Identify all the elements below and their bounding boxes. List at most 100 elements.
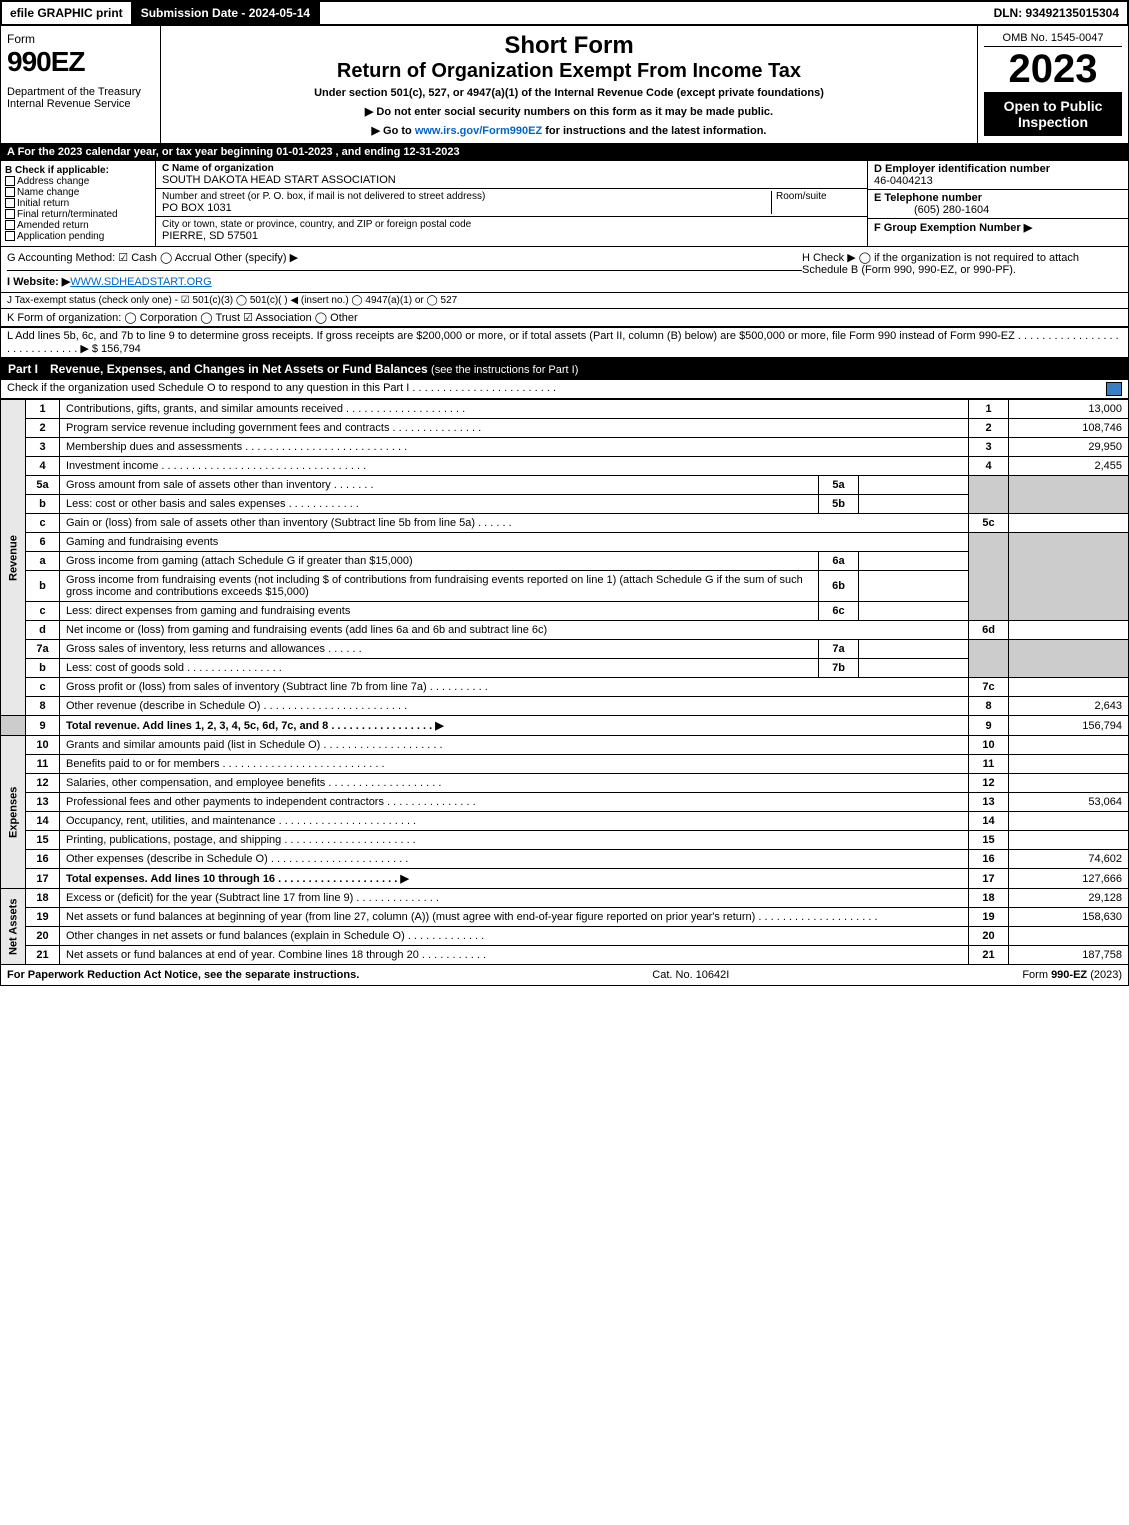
side-expenses: Expenses [1,736,26,889]
omb: OMB No. 1545-0047 [984,32,1122,47]
f-label: F Group Exemption Number ▶ [874,222,1032,234]
side-revenue: Revenue [1,400,26,716]
row5a-mini: 5a [819,476,859,495]
h-text: H Check ▶ ◯ if the organization is not r… [802,251,1122,288]
row6b-mini: 6b [819,571,859,602]
row1-num: 1 [26,400,60,419]
under-section: Under section 501(c), 527, or 4947(a)(1)… [167,87,971,99]
efile-label[interactable]: efile GRAPHIC print [2,2,133,24]
row15-num: 15 [26,831,60,850]
row19-amt: 158,630 [1009,908,1129,927]
row10-num: 10 [26,736,60,755]
row4-amt: 2,455 [1009,457,1129,476]
row13-box: 13 [969,793,1009,812]
row14-desc: Occupancy, rent, utilities, and maintena… [60,812,969,831]
row13-num: 13 [26,793,60,812]
row5c-num: c [26,514,60,533]
row5b-num: b [26,495,60,514]
row7-greybox [969,640,1009,678]
row7a-desc: Gross sales of inventory, less returns a… [60,640,819,659]
city: PIERRE, SD 57501 [162,230,861,242]
footer-right: Form 990-EZ (2023) [1022,969,1122,981]
row19-num: 19 [26,908,60,927]
row11-box: 11 [969,755,1009,774]
row6d-amt [1009,621,1129,640]
row4-desc: Investment income . . . . . . . . . . . … [60,457,969,476]
tax-year: 2023 [984,47,1122,92]
row3-box: 3 [969,438,1009,457]
row8-box: 8 [969,697,1009,716]
row6d-num: d [26,621,60,640]
line-a-text: A For the 2023 calendar year, or tax yea… [7,146,460,158]
row12-num: 12 [26,774,60,793]
col-b: B Check if applicable: Address change Na… [1,161,156,246]
row6a-val [859,552,969,571]
row17-box: 17 [969,869,1009,889]
return-title: Return of Organization Exempt From Incom… [167,60,971,83]
row19-desc: Net assets or fund balances at beginning… [60,908,969,927]
footer-mid: Cat. No. 10642I [652,969,729,981]
row17-num: 17 [26,869,60,889]
row11-desc: Benefits paid to or for members . . . . … [60,755,969,774]
b-opt-0[interactable]: Address change [5,176,151,187]
website-link[interactable]: WWW.SDHEADSTART.ORG [70,276,211,288]
row8-desc: Other revenue (describe in Schedule O) .… [60,697,969,716]
row9-desc: Total revenue. Add lines 1, 2, 3, 4, 5c,… [60,716,969,736]
part1-num: Part I [8,362,38,376]
row5a-val [859,476,969,495]
row4-box: 4 [969,457,1009,476]
row7-greyamt [1009,640,1129,678]
b-opt-1[interactable]: Name change [5,187,151,198]
e-label: E Telephone number [874,192,982,204]
row1-box: 1 [969,400,1009,419]
section-l: L Add lines 5b, 6c, and 7b to line 9 to … [0,328,1129,358]
row11-num: 11 [26,755,60,774]
row6-num: 6 [26,533,60,552]
instr-1: ▶ Do not enter social security numbers o… [167,105,971,118]
row6c-desc: Less: direct expenses from gaming and fu… [60,602,819,621]
row5c-amt [1009,514,1129,533]
line-a: A For the 2023 calendar year, or tax yea… [0,144,1129,161]
row4-num: 4 [26,457,60,476]
row20-desc: Other changes in net assets or fund bala… [60,927,969,946]
row12-amt [1009,774,1129,793]
row5-greybox [969,476,1009,514]
form-header: Form 990EZ Department of the Treasury In… [0,26,1129,144]
part1-checkbox[interactable] [1106,382,1122,396]
row5a-desc: Gross amount from sale of assets other t… [60,476,819,495]
row20-amt [1009,927,1129,946]
row14-amt [1009,812,1129,831]
c-name-label: C Name of organization [162,163,274,174]
row7c-box: 7c [969,678,1009,697]
row10-desc: Grants and similar amounts paid (list in… [60,736,969,755]
row18-desc: Excess or (deficit) for the year (Subtra… [60,889,969,908]
row21-desc: Net assets or fund balances at end of ye… [60,946,969,965]
row12-box: 12 [969,774,1009,793]
footer-left: For Paperwork Reduction Act Notice, see … [7,969,359,981]
row12-desc: Salaries, other compensation, and employ… [60,774,969,793]
row6d-box: 6d [969,621,1009,640]
row21-amt: 187,758 [1009,946,1129,965]
b-opt-5[interactable]: Application pending [5,231,151,242]
row6a-num: a [26,552,60,571]
irs-link[interactable]: www.irs.gov/Form990EZ [415,125,542,137]
b-opt-4[interactable]: Amended return [5,220,151,231]
row7b-mini: 7b [819,659,859,678]
row6c-num: c [26,602,60,621]
b-opt-2[interactable]: Initial return [5,198,151,209]
section-j: J Tax-exempt status (check only one) - ☑… [0,293,1129,309]
row6-greyamt [1009,533,1129,621]
instr2-post: for instructions and the latest informat… [542,125,766,137]
city-label: City or town, state or province, country… [162,219,861,230]
row10-box: 10 [969,736,1009,755]
row3-num: 3 [26,438,60,457]
row19-box: 19 [969,908,1009,927]
row13-desc: Professional fees and other payments to … [60,793,969,812]
phone: (605) 280-1604 [874,204,989,216]
row13-amt: 53,064 [1009,793,1129,812]
b-opt-3[interactable]: Final return/terminated [5,209,151,220]
row7a-num: 7a [26,640,60,659]
street: PO BOX 1031 [162,202,771,214]
open-inspection: Open to Public Inspection [984,92,1122,136]
row9-amt: 156,794 [1009,716,1129,736]
